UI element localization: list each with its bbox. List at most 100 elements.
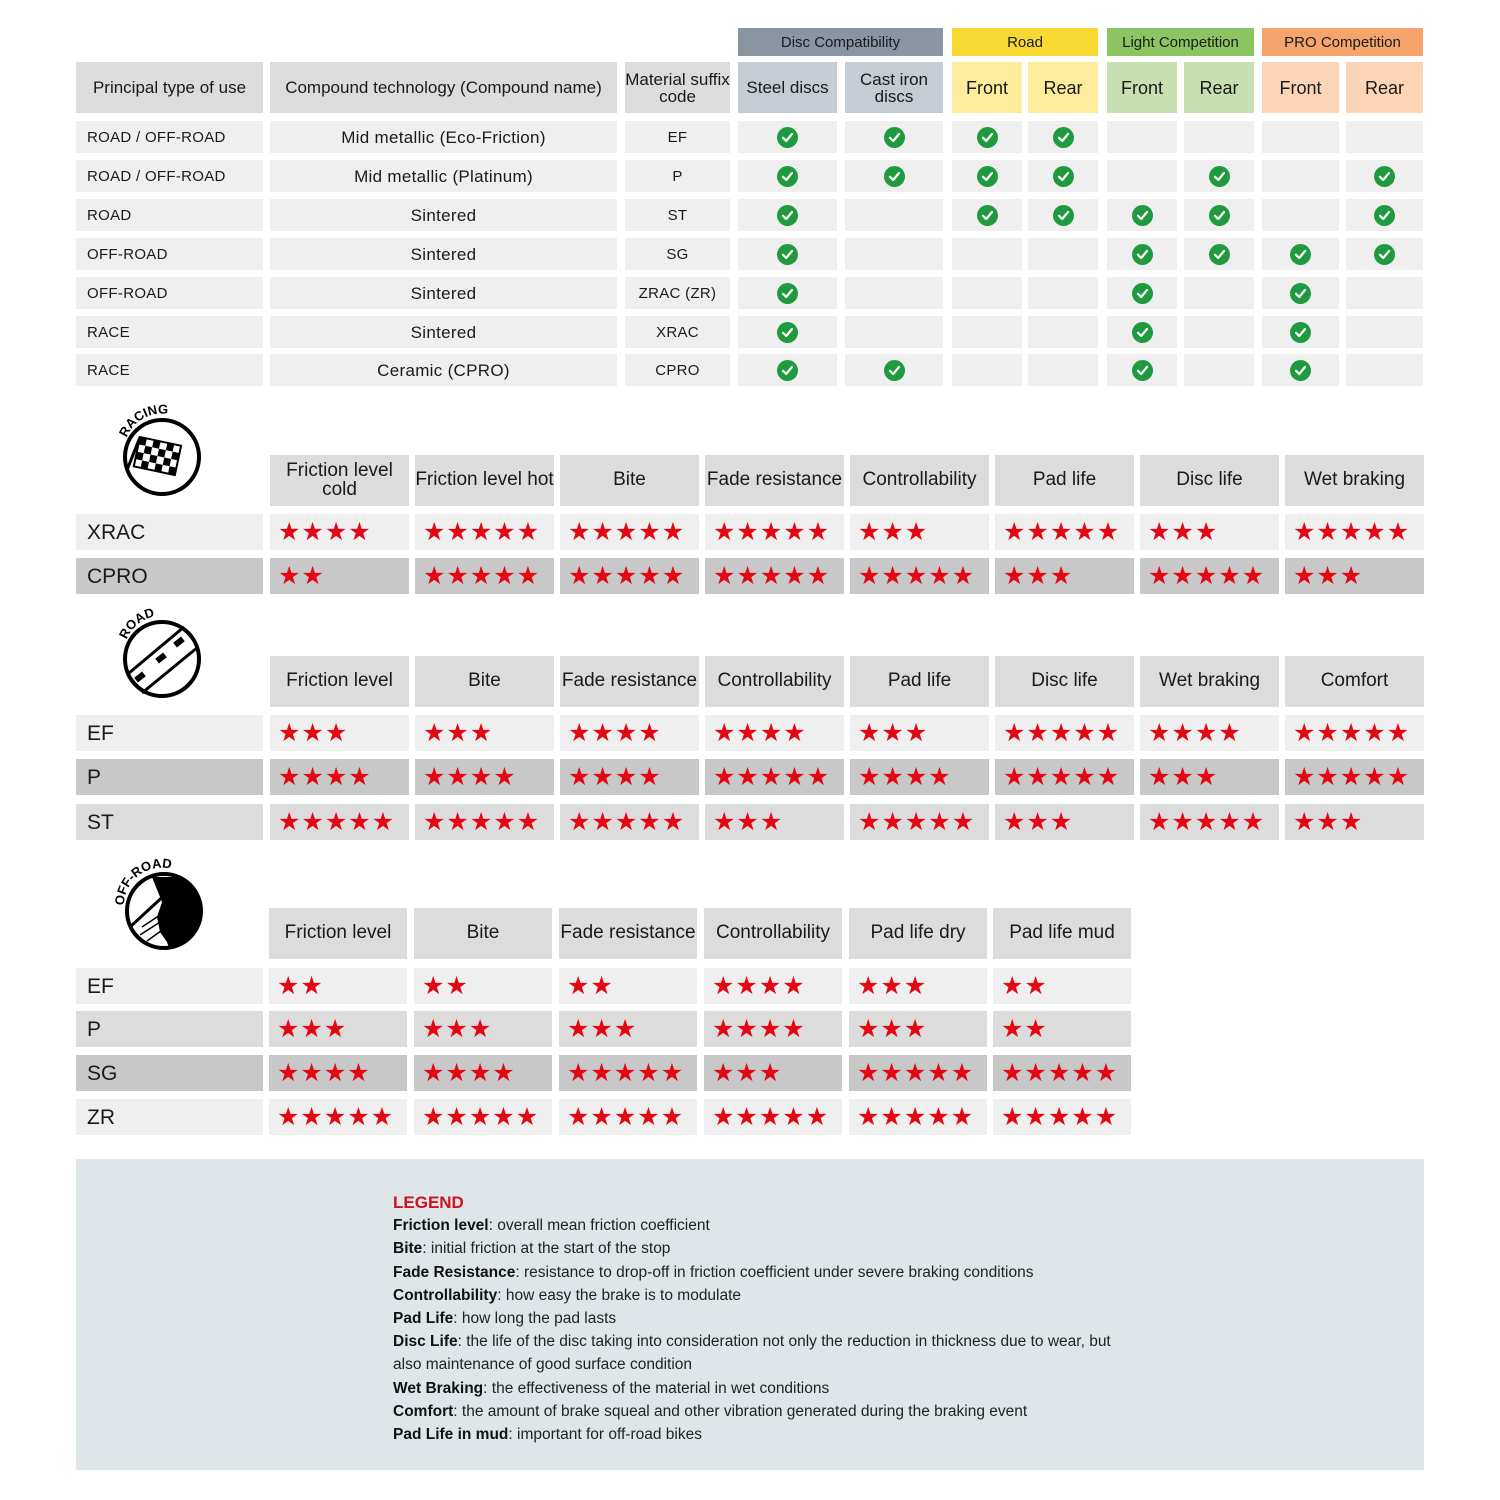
star-icon: ★: [446, 561, 470, 590]
rating-header: Friction level cold: [270, 455, 409, 506]
star-icon: ★: [661, 807, 686, 836]
star-icon: ★: [613, 1102, 638, 1131]
star-rating: ★ ★ ★: [995, 558, 1134, 594]
star-icon: ★: [591, 762, 615, 791]
star-icon: ★: [759, 718, 784, 747]
star-icon: ★: [1096, 718, 1121, 747]
road-icon: ROAD: [112, 605, 217, 710]
star-icon: ★: [1026, 762, 1050, 791]
star-rating: ★ ★ ★ ★ ★: [995, 514, 1134, 550]
star-icon: ★: [423, 807, 447, 836]
star-rating: ★ ★ ★ ★ ★: [705, 558, 844, 594]
group-header: Road: [952, 28, 1098, 56]
star-icon: ★: [928, 807, 952, 836]
star-icon: ★: [712, 1014, 736, 1043]
star-icon: ★: [469, 517, 494, 546]
compat-cell: [1028, 238, 1098, 270]
compat-cell: [1262, 121, 1339, 153]
star-rating: ★ ★ ★ ★ ★: [415, 804, 554, 840]
compound-cell: Sintered: [270, 199, 617, 231]
star-icon: ★: [880, 971, 904, 1000]
compat-cell: [1107, 199, 1177, 231]
legend-item: Disc Life: the life of the disc taking i…: [393, 1333, 1111, 1374]
compat-cell: [1346, 199, 1423, 231]
star-icon: ★: [1339, 807, 1364, 836]
legend-title: LEGEND: [393, 1193, 464, 1212]
compat-cell: [845, 238, 943, 270]
compat-cell: [1262, 238, 1339, 270]
star-icon: ★: [516, 561, 541, 590]
compound-cell: Sintered: [270, 316, 617, 348]
star-icon: ★: [1049, 561, 1074, 590]
check-icon: [1131, 204, 1153, 226]
star-icon: ★: [951, 807, 976, 836]
star-icon: ★: [277, 1014, 301, 1043]
compound-cell: Sintered: [270, 238, 617, 270]
star-rating: ★ ★ ★ ★: [269, 1055, 407, 1091]
star-icon: ★: [880, 1102, 904, 1131]
checkered-flag-icon: RACING: [112, 402, 217, 508]
star-icon: ★: [323, 1014, 348, 1043]
star-icon: ★: [928, 762, 952, 791]
star-icon: ★: [446, 762, 470, 791]
check-icon: [777, 204, 798, 226]
star-icon: ★: [277, 971, 301, 1000]
star-icon: ★: [515, 1102, 540, 1131]
compat-cell: [1184, 199, 1254, 231]
star-icon: ★: [1218, 807, 1242, 836]
star-icon: ★: [493, 561, 517, 590]
star-icon: ★: [370, 1102, 395, 1131]
star-icon: ★: [950, 1058, 975, 1087]
compat-cell: [1028, 316, 1098, 348]
compat-cell: [738, 199, 837, 231]
compat-cell: [738, 160, 837, 192]
star-icon: ★: [422, 971, 446, 1000]
compat-cell: [1028, 121, 1098, 153]
star-icon: ★: [927, 1102, 951, 1131]
compat-cell: [1346, 277, 1423, 309]
star-rating: ★ ★ ★ ★ ★: [269, 1099, 407, 1135]
star-icon: ★: [445, 1102, 469, 1131]
star-icon: ★: [806, 517, 831, 546]
compat-cell: [1262, 277, 1339, 309]
star-icon: ★: [300, 1102, 324, 1131]
check-icon: [1052, 165, 1074, 187]
star-icon: ★: [567, 1058, 591, 1087]
type-cell: ROAD: [76, 199, 263, 231]
star-icon: ★: [1024, 1058, 1048, 1087]
star-rating: ★ ★ ★ ★ ★: [560, 558, 699, 594]
rating-header: Friction level: [270, 656, 409, 707]
star-rating: ★ ★ ★ ★: [705, 715, 844, 751]
star-icon: ★: [1386, 762, 1411, 791]
check-icon: [883, 165, 905, 187]
star-icon: ★: [857, 1014, 881, 1043]
check-icon: [1290, 359, 1311, 381]
star-icon: ★: [1241, 561, 1266, 590]
star-icon: ★: [1024, 1014, 1048, 1043]
star-rating: ★ ★ ★ ★ ★: [850, 558, 989, 594]
star-icon: ★: [422, 1102, 446, 1131]
legend-item: Bite: initial friction at the start of t…: [393, 1240, 671, 1258]
star-icon: ★: [712, 971, 736, 1000]
check-icon: [883, 359, 905, 381]
header-cast: Cast iron discs: [845, 62, 943, 113]
star-icon: ★: [1001, 1058, 1025, 1087]
compat-cell: [738, 277, 837, 309]
star-icon: ★: [516, 517, 541, 546]
star-rating: ★ ★ ★: [850, 715, 989, 751]
check-icon: [1208, 165, 1230, 187]
star-icon: ★: [567, 1014, 591, 1043]
star-icon: ★: [1003, 561, 1027, 590]
star-icon: ★: [1339, 561, 1364, 590]
rating-header: Friction level: [269, 908, 407, 959]
compat-cell: [1107, 160, 1177, 192]
star-rating: ★ ★ ★ ★ ★: [415, 558, 554, 594]
star-icon: ★: [1316, 561, 1340, 590]
star-rating: ★ ★ ★ ★ ★: [1140, 804, 1279, 840]
star-icon: ★: [301, 718, 325, 747]
type-cell: RACE: [76, 316, 263, 348]
rating-header: Comfort: [1285, 656, 1424, 707]
check-icon: [1052, 126, 1074, 148]
star-icon: ★: [1218, 718, 1242, 747]
compat-cell: [845, 354, 943, 386]
